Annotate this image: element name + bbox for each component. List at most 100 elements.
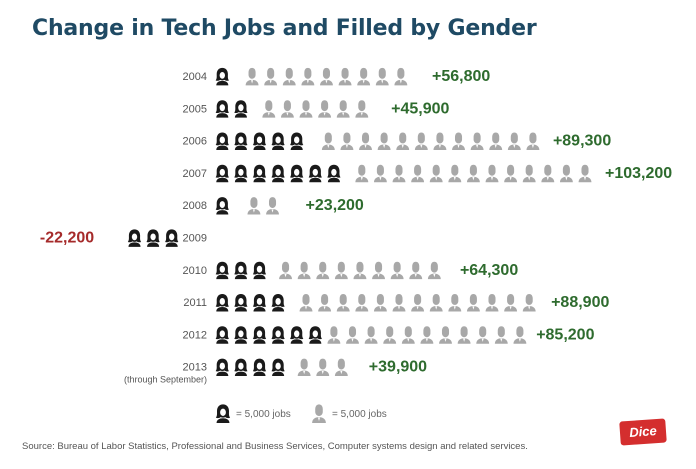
male-person-icon (429, 294, 443, 312)
male-person-icon (318, 294, 332, 312)
female-person-icon (252, 294, 267, 312)
male-person-icon (489, 132, 503, 150)
male-person-icon (364, 326, 378, 344)
male-person-icon (448, 164, 462, 183)
male-person-icon (353, 358, 362, 377)
value-label: +85,200 (536, 326, 594, 343)
male-person-icon (377, 132, 391, 150)
value-label: +88,900 (551, 294, 609, 311)
male-person-icon (494, 326, 508, 344)
legend-female-text: = 5,000 jobs (236, 409, 291, 420)
value-label: +45,900 (391, 100, 449, 117)
value-label: +89,300 (553, 133, 611, 150)
male-person-icon (383, 326, 397, 344)
year-label: 2007 (183, 168, 207, 180)
female-person-icon (165, 229, 179, 247)
male-person-icon (485, 294, 499, 312)
female-person-icon (215, 132, 229, 150)
female-person-icon (215, 164, 229, 183)
female-person-icon (271, 358, 285, 377)
female-person-icon (234, 197, 245, 215)
male-person-icon (353, 261, 367, 280)
female-person-icon (308, 164, 322, 183)
row-2006: 2006 +89,300 (183, 132, 611, 150)
male-person-icon (316, 261, 330, 280)
female-person-icon (234, 261, 248, 280)
female-person-icon (234, 67, 243, 86)
row-2012: 2012 +85,200 (183, 326, 595, 344)
row-2013: 2013(through September) +39,900 (124, 358, 427, 385)
male-person-icon (394, 67, 408, 86)
year-label: 2009 (183, 233, 207, 245)
female-person-icon (308, 132, 319, 150)
female-person-icon (146, 229, 160, 247)
male-person-icon (266, 197, 279, 215)
male-person-icon (316, 358, 330, 377)
row-2007: 2007 +103,200 (183, 164, 672, 183)
male-person-icon (396, 132, 410, 150)
chart-rows: 2004 +56,800 2005 +45,900 2006 +89,300 2007 +10… (40, 67, 672, 385)
male-person-icon (373, 294, 387, 312)
male-person-icon (355, 294, 369, 312)
year-label: 2011 (183, 297, 207, 309)
male-person-icon (280, 100, 294, 118)
female-person-icon (252, 358, 267, 377)
female-person-icon (327, 164, 341, 183)
male-person-icon (264, 67, 278, 86)
male-person-icon (100, 229, 107, 247)
male-person-icon (392, 164, 406, 183)
male-person-icon (373, 164, 387, 183)
female-person-icon (271, 132, 285, 150)
legend-male-text: = 5,000 jobs (332, 409, 387, 420)
row-2005: 2005 +45,900 (183, 100, 450, 118)
male-person-icon (401, 326, 415, 344)
male-person-icon (439, 326, 452, 344)
female-person-icon (234, 132, 248, 150)
male-person-icon (338, 67, 352, 86)
female-person-icon (215, 197, 229, 215)
male-person-icon (262, 100, 276, 118)
male-person-icon (279, 261, 292, 280)
female-person-icon (234, 358, 248, 377)
male-person-icon (392, 294, 406, 312)
female-person-icon (234, 164, 248, 183)
male-person-icon (427, 261, 441, 280)
year-label: 2013 (183, 362, 207, 374)
male-person-icon (411, 164, 425, 183)
male-person-icon (409, 261, 423, 280)
female-person-icon (252, 261, 267, 280)
male-person-icon (522, 164, 536, 183)
male-person-icon (414, 132, 428, 150)
male-person-icon (504, 294, 518, 312)
year-sublabel: (through September) (124, 375, 207, 385)
male-person-icon (578, 164, 592, 183)
male-person-icon (541, 164, 555, 183)
male-person-icon (513, 326, 527, 344)
female-person-icon (252, 164, 267, 183)
female-person-icon (308, 326, 322, 344)
year-label: 2006 (183, 136, 207, 148)
male-person-icon (247, 197, 261, 215)
female-person-icon (109, 229, 123, 247)
male-person-icon (411, 294, 425, 312)
male-person-icon (507, 132, 521, 150)
value-label: -22,200 (40, 230, 94, 247)
male-person-icon (318, 100, 332, 118)
male-person-icon (336, 294, 350, 312)
row-2004: 2004 +56,800 (183, 67, 490, 86)
female-person-icon (271, 294, 285, 312)
male-person-icon (457, 326, 471, 344)
female-person-icon (290, 164, 304, 183)
female-person-icon (215, 326, 229, 344)
row-2008: 2008 +23,200 (183, 197, 364, 215)
value-label: +23,200 (306, 197, 364, 214)
male-person-icon (355, 100, 369, 118)
male-person-icon (470, 132, 484, 150)
male-person-icon (375, 67, 389, 86)
male-person-icon (446, 261, 453, 280)
male-person-icon (452, 132, 465, 150)
male-person-icon (346, 326, 359, 344)
male-person-icon (429, 164, 443, 183)
female-person-icon (271, 164, 285, 183)
male-person-icon (420, 326, 434, 344)
